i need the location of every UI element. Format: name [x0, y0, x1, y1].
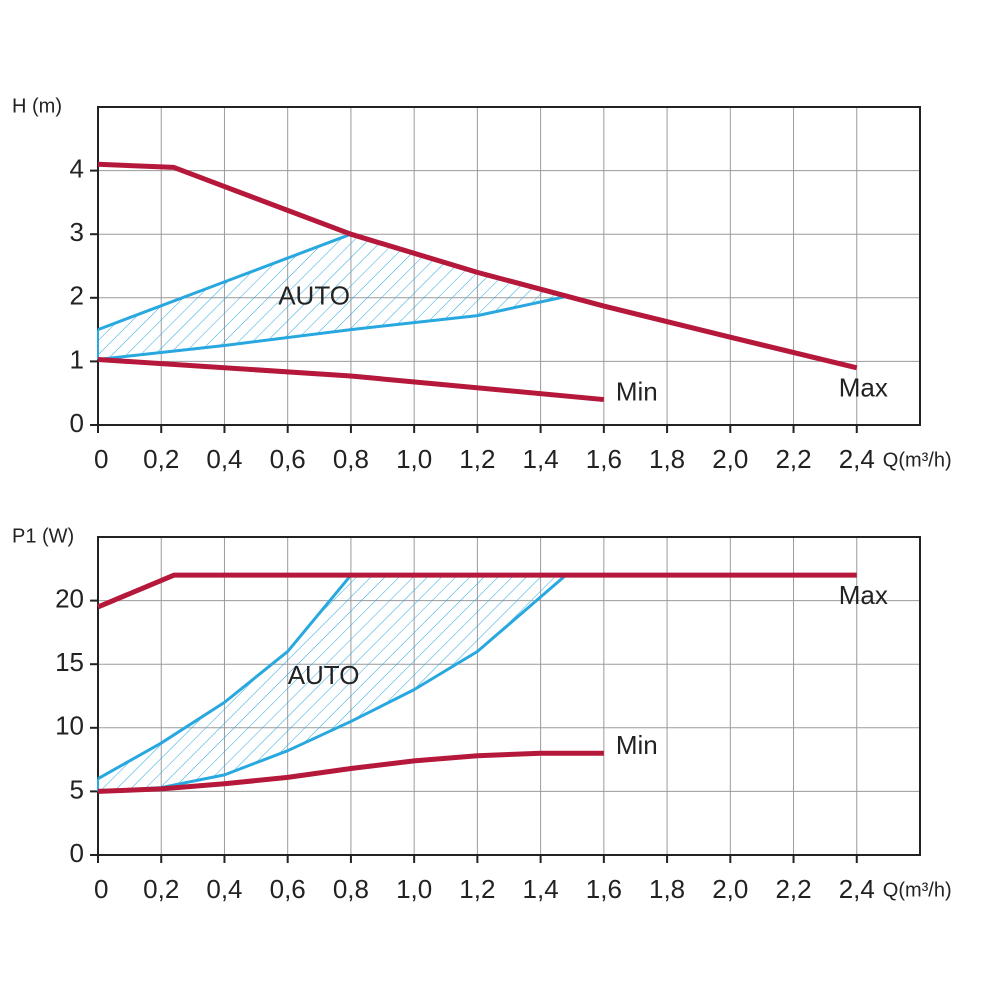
auto-boundary [97, 574, 567, 793]
x-tick-label: 1,4 [523, 444, 559, 474]
y-tick-label: 5 [70, 774, 84, 804]
y-tick-label: 20 [55, 583, 84, 613]
x-tick-label: 0,4 [206, 444, 242, 474]
series-label: Max [839, 580, 888, 610]
x-tick-label: 0 [94, 874, 108, 904]
x-tick-label: 1,8 [649, 874, 685, 904]
series-label: Min [616, 730, 658, 760]
x-tick-label: 2,4 [839, 874, 875, 904]
series-label: Min [616, 376, 658, 406]
auto-area [98, 575, 566, 792]
series-label: Max [839, 373, 888, 403]
x-tick-label: 2,0 [712, 444, 748, 474]
auto-boundary [97, 295, 567, 361]
y-tick-label: 3 [70, 217, 84, 247]
x-tick-label: 1,6 [586, 444, 622, 474]
curve [97, 356, 605, 403]
x-tick-label: 1,8 [649, 444, 685, 474]
y-tick-label: 10 [55, 711, 84, 741]
x-tick-label: 2,4 [839, 444, 875, 474]
x-tick-label: 0,4 [206, 874, 242, 904]
curve [97, 572, 857, 610]
y-tick-label: 2 [70, 281, 84, 311]
annotation: AUTO [288, 660, 360, 690]
y-tick-label: 0 [70, 838, 84, 868]
x-tick-label: 0,8 [333, 874, 369, 904]
y-tick-label: 0 [70, 408, 84, 438]
x-tick-label: 2,2 [775, 874, 811, 904]
x-axis-label: Q(m³/h) [883, 879, 952, 901]
plot-frame [97, 536, 921, 856]
curve [97, 161, 858, 371]
x-tick-label: 0,2 [143, 444, 179, 474]
curve [97, 750, 604, 794]
x-tick-label: 0 [94, 444, 108, 474]
y-tick-label: 1 [70, 344, 84, 374]
x-tick-label: 0,8 [333, 444, 369, 474]
x-tick-label: 0,2 [143, 874, 179, 904]
y-tick-label: 15 [55, 647, 84, 677]
x-tick-label: 1,0 [396, 874, 432, 904]
x-tick-label: 1,4 [523, 874, 559, 904]
x-tick-label: 1,6 [586, 874, 622, 904]
x-tick-label: 1,0 [396, 444, 432, 474]
x-tick-label: 0,6 [270, 444, 306, 474]
y-axis-label: P1 (W) [12, 525, 74, 547]
y-axis-label: H (m) [12, 95, 62, 117]
x-tick-label: 1,2 [459, 874, 495, 904]
x-axis-label: Q(m³/h) [883, 449, 952, 471]
plot-frame [97, 106, 921, 426]
x-tick-label: 0,6 [270, 874, 306, 904]
x-tick-label: 2,0 [712, 874, 748, 904]
x-tick-label: 1,2 [459, 444, 495, 474]
x-tick-label: 2,2 [775, 444, 811, 474]
y-tick-label: 4 [70, 153, 84, 183]
annotation: AUTO [278, 281, 350, 311]
